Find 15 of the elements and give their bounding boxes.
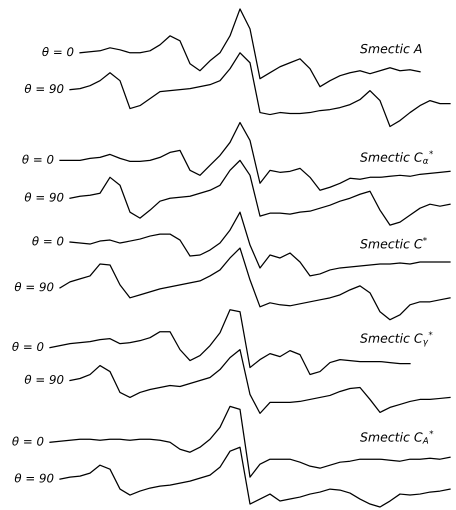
annotation: Smectic C$_{A}$$^{*}$ xyxy=(360,430,434,444)
series-label: θ = 0 xyxy=(12,436,44,446)
series-label: θ = 0 xyxy=(32,236,64,246)
annotation: Smectic C$_{γ}$$^{*}$ xyxy=(360,331,432,347)
series-label: θ = 90 xyxy=(14,282,54,292)
series-label: θ = 90 xyxy=(14,473,54,483)
annotation: Smectic C$^{*}$ xyxy=(360,237,427,248)
series-label: θ = 90 xyxy=(24,374,64,384)
series-label: θ = 0 xyxy=(42,46,74,56)
annotation: Smectic C$_{α}$$^{*}$ xyxy=(360,150,434,164)
series-label: θ = 90 xyxy=(24,84,64,94)
annotation: Smectic A xyxy=(360,44,422,54)
series-label: θ = 0 xyxy=(22,154,54,164)
series-label: θ = 90 xyxy=(24,192,64,202)
series-label: θ = 0 xyxy=(12,342,44,352)
